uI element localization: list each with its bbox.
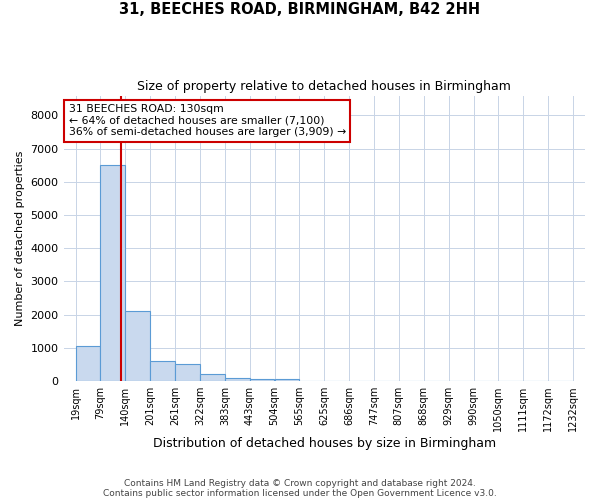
Bar [76, 346, 100, 381]
Bar [225, 378, 250, 381]
Text: Contains public sector information licensed under the Open Government Licence v3: Contains public sector information licen… [103, 488, 497, 498]
Bar [275, 380, 299, 381]
Bar [175, 364, 200, 381]
Bar [125, 312, 150, 381]
X-axis label: Distribution of detached houses by size in Birmingham: Distribution of detached houses by size … [153, 437, 496, 450]
Bar [200, 374, 224, 381]
Bar [250, 379, 274, 381]
Bar [151, 361, 175, 381]
Text: 31, BEECHES ROAD, BIRMINGHAM, B42 2HH: 31, BEECHES ROAD, BIRMINGHAM, B42 2HH [119, 2, 481, 18]
Title: Size of property relative to detached houses in Birmingham: Size of property relative to detached ho… [137, 80, 511, 93]
Bar [100, 166, 125, 381]
Y-axis label: Number of detached properties: Number of detached properties [15, 150, 25, 326]
Text: Contains HM Land Registry data © Crown copyright and database right 2024.: Contains HM Land Registry data © Crown c… [124, 478, 476, 488]
Text: 31 BEECHES ROAD: 130sqm
← 64% of detached houses are smaller (7,100)
36% of semi: 31 BEECHES ROAD: 130sqm ← 64% of detache… [69, 104, 346, 138]
